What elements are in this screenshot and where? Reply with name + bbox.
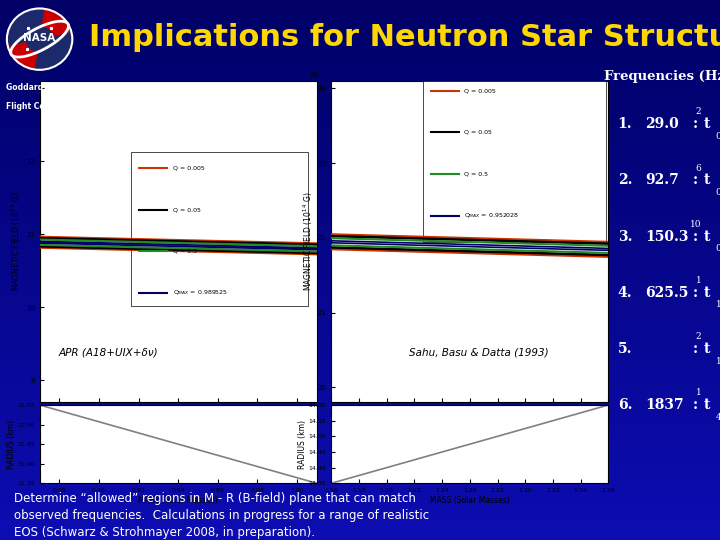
- Text: t: t: [703, 117, 710, 131]
- Text: Frequencies (Hz): Frequencies (Hz): [604, 70, 720, 83]
- Text: 92.7: 92.7: [645, 173, 678, 187]
- Text: EOS (Schwarz & Strohmayer 2008, in preparation).: EOS (Schwarz & Strohmayer 2008, in prepa…: [14, 526, 315, 539]
- Text: Q$_{MAX}$ = 0.989525: Q$_{MAX}$ = 0.989525: [173, 289, 228, 298]
- Text: t: t: [703, 398, 710, 412]
- Text: Q$_{MAX}$ = 0.952028: Q$_{MAX}$ = 0.952028: [464, 212, 520, 220]
- Wedge shape: [8, 43, 37, 69]
- Text: Determine “allowed” regions in M - R (B-field) plane that can match: Determine “allowed” regions in M - R (B-…: [14, 492, 416, 505]
- Text: 2: 2: [696, 332, 701, 341]
- Text: Q = 0.05: Q = 0.05: [173, 207, 201, 212]
- Text: 5.: 5.: [618, 342, 632, 356]
- Text: 2: 2: [696, 107, 701, 117]
- Text: 2.: 2.: [618, 173, 632, 187]
- Text: Q = 0.05: Q = 0.05: [173, 207, 201, 212]
- Text: Q = 0.5: Q = 0.5: [464, 172, 488, 177]
- Text: t: t: [703, 286, 710, 300]
- Text: Q$_{MAX}$ = 0.989525: Q$_{MAX}$ = 0.989525: [173, 289, 228, 298]
- Y-axis label: MAGNETIC FIELD (10$^{14}$ G): MAGNETIC FIELD (10$^{14}$ G): [9, 192, 23, 291]
- Y-axis label: RADIUS (km): RADIUS (km): [6, 420, 16, 469]
- Text: 1: 1: [716, 300, 720, 309]
- Text: 4: 4: [716, 413, 720, 422]
- Wedge shape: [42, 9, 71, 36]
- Text: Q = 0.005: Q = 0.005: [173, 165, 204, 170]
- Y-axis label: MAGNETIC FIELD (10$^{14}$ G): MAGNETIC FIELD (10$^{14}$ G): [301, 192, 315, 291]
- Text: :: :: [693, 398, 698, 412]
- Text: Goddard Space: Goddard Space: [6, 83, 72, 92]
- Text: Implications for Neutron Star Structure: Implications for Neutron Star Structure: [89, 23, 720, 52]
- Text: Flight Center: Flight Center: [6, 102, 63, 111]
- Text: 625.5: 625.5: [645, 286, 688, 300]
- Text: 1: 1: [696, 276, 701, 285]
- Text: 1: 1: [716, 356, 720, 366]
- Text: Q = 0.5: Q = 0.5: [173, 249, 197, 254]
- Text: 4.: 4.: [618, 286, 632, 300]
- FancyBboxPatch shape: [131, 152, 308, 306]
- Text: :: :: [693, 286, 698, 300]
- Text: :: :: [693, 342, 698, 356]
- Text: t: t: [703, 230, 710, 244]
- Text: 1837: 1837: [645, 398, 683, 412]
- Text: 29.0: 29.0: [645, 117, 678, 131]
- Y-axis label: RADIUS (km): RADIUS (km): [298, 420, 307, 469]
- Text: :: :: [693, 230, 698, 244]
- Text: 0: 0: [716, 132, 720, 141]
- Text: 1: 1: [696, 388, 701, 397]
- Text: 150.3: 150.3: [645, 230, 688, 244]
- Text: 1.: 1.: [618, 117, 632, 131]
- Text: Q = 0.5: Q = 0.5: [173, 249, 197, 254]
- Text: APR (A18+UIX+δν): APR (A18+UIX+δν): [59, 347, 158, 357]
- Text: Q = 0.05: Q = 0.05: [464, 130, 492, 135]
- Text: Q = 0.005: Q = 0.005: [173, 165, 204, 170]
- Text: observed frequencies.  Calculations in progress for a range of realistic: observed frequencies. Calculations in pr…: [14, 509, 429, 522]
- Text: NASA: NASA: [24, 32, 55, 43]
- Text: 10: 10: [690, 220, 701, 229]
- Text: 24: 24: [309, 72, 318, 78]
- X-axis label: MASS (Solar Masses): MASS (Solar Masses): [430, 496, 510, 505]
- Text: 6.: 6.: [618, 398, 632, 412]
- Text: 0: 0: [716, 244, 720, 253]
- Text: 3.: 3.: [618, 230, 632, 244]
- X-axis label: MASS (Solar Masses): MASS (Solar Masses): [138, 496, 218, 505]
- Text: Q = 0.005: Q = 0.005: [464, 88, 496, 93]
- Text: t: t: [703, 173, 710, 187]
- FancyBboxPatch shape: [423, 81, 606, 241]
- Circle shape: [7, 9, 72, 70]
- Text: Sahu, Basu & Datta (1993): Sahu, Basu & Datta (1993): [409, 347, 549, 357]
- Text: 6: 6: [696, 164, 701, 173]
- Text: t: t: [703, 342, 710, 356]
- Text: 0: 0: [716, 188, 720, 197]
- Text: :: :: [693, 173, 698, 187]
- Text: :: :: [693, 117, 698, 131]
